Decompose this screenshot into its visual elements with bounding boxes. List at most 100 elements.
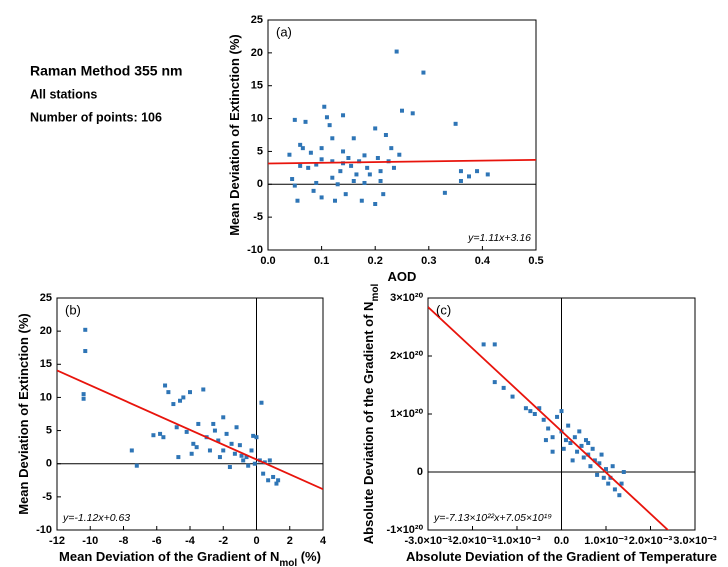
x-tick-label: -6 [152,535,162,547]
point [266,478,271,483]
point [151,433,156,438]
point [338,169,343,174]
point [330,136,335,141]
label-part: Absolute Deviation of the Gradient of N [361,302,376,545]
point [324,115,329,120]
point [612,487,617,492]
point [383,133,388,137]
point [176,455,181,460]
point [362,153,367,158]
point [83,327,88,332]
x-tick-label: 1.0×10⁻³ [584,535,628,547]
point [232,451,237,456]
y-axis-label: Mean Deviation of Extinction (%) [227,34,242,236]
point [271,474,276,479]
point [166,390,171,395]
x-tick-label: -8 [119,535,129,547]
point [221,415,226,420]
plot-frame [56,297,324,531]
point [287,152,292,157]
point [575,449,580,454]
point [163,383,168,388]
y-tick-label: 1×10²⁰ [390,408,423,420]
x-tick-label: 0.4 [475,255,491,267]
point [543,438,548,443]
point [330,159,335,164]
y-tick-label: 10 [251,112,263,124]
point [588,464,593,469]
point [241,458,246,463]
point [381,192,386,197]
point [298,163,303,168]
point [254,435,259,440]
point [442,190,447,195]
fit-line [57,369,323,491]
x-tick-label: -3.0×10⁻³ [404,535,451,547]
panel-label: (c) [436,302,451,317]
y-tick-label: 2×10²⁰ [390,350,423,362]
point [81,392,86,397]
y-tick-label: 20 [251,47,263,59]
point [239,453,244,458]
point [229,441,234,446]
point [532,412,537,416]
x-tick-label: -12 [49,535,65,547]
y-tick-label: -10 [36,524,52,536]
x-axis-label: Absolute Deviation of the Gradient of Te… [406,549,717,564]
point [217,455,222,460]
point [592,458,597,463]
point [572,435,577,440]
point [354,172,359,177]
point [528,409,533,414]
point [400,108,404,113]
point [561,446,566,451]
point [306,165,311,170]
point [378,179,383,183]
point [617,493,622,498]
label-part: Mean Deviation of the Gradient of N [59,549,279,564]
point [308,150,313,155]
y-axis-label: Absolute Deviation of the Gradient of Nm… [361,284,381,545]
x-tick-label: 0.0 [260,255,275,267]
point [184,429,189,434]
point [351,136,356,141]
y-tick-label: 0 [417,466,423,478]
point [249,448,254,453]
y-tick-label: -10 [247,244,263,256]
x-tick-label: 0.5 [528,255,543,267]
point [583,438,588,443]
point [541,417,546,422]
point [330,175,335,180]
point [391,165,396,170]
x-tick-label: 0 [253,535,259,547]
point [410,111,415,116]
point [581,455,586,460]
point [276,478,281,483]
point [295,198,300,203]
point [375,156,380,160]
point [290,177,295,182]
point [357,159,362,164]
label-part: (%) [297,549,321,564]
point [586,441,591,445]
point [349,163,354,168]
point [211,421,216,426]
fit-equation: y=1.11x+3.16 [467,232,531,244]
point [346,156,351,160]
point [597,461,602,466]
point [467,174,471,179]
x-tick-label: 0.0 [554,535,569,547]
point [196,421,201,426]
point [251,433,256,438]
point [590,446,595,451]
point [510,394,515,399]
x-tick-label: -10 [82,535,98,547]
point [351,179,356,183]
x-tick-label: 0.2 [368,255,383,267]
point [314,162,319,167]
y-tick-label: 0 [46,458,52,470]
point [83,349,88,354]
y-tick-label: 10 [40,391,52,403]
point [292,117,297,122]
point [559,409,564,414]
